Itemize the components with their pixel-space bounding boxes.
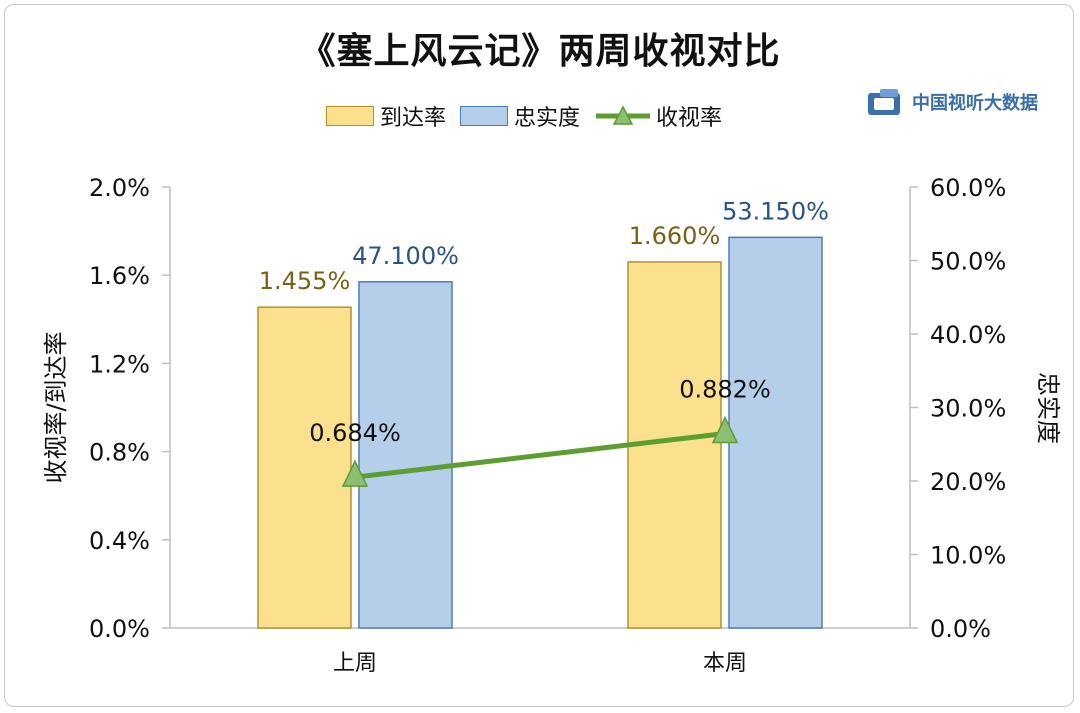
rating-line [354,431,726,480]
category-label: 上周 [333,651,377,676]
bar-loyalty [358,281,453,629]
chart-title: 《塞上风云记》两周收视对比 [299,31,781,72]
left-tick-label: 0.0% [89,615,150,643]
data-label-rating: 0.684% [309,419,401,447]
rating-point [341,459,369,487]
right-tick-label: 40.0% [930,321,1006,349]
data-label-reach: 1.455% [259,267,351,295]
left-tick-label: 1.2% [89,350,150,378]
legend-label-rating: 收视率 [656,106,723,131]
right-tick-label: 30.0% [930,395,1006,423]
right-tick-label: 10.0% [930,542,1006,570]
left-tick-label: 0.4% [89,527,150,555]
right-tick-label: 50.0% [930,248,1006,276]
category-label: 本周 [703,651,747,676]
right-tick-label: 60.0% [930,174,1006,202]
rating-point [711,415,739,444]
data-label-reach: 1.660% [629,222,721,250]
right-tick-label: 0.0% [930,615,991,643]
data-label-rating: 0.882% [679,376,771,404]
chart-legend: 到达率 忠实度 收视率 [326,100,736,132]
legend-label-loyalty: 忠实度 [514,106,581,131]
left-tick-label: 1.6% [89,262,150,290]
left-tick-label: 2.0% [89,174,150,202]
chart-frame [4,4,1074,707]
legend-line-marker-icon [596,105,651,125]
left-axis-title: 收视率/到达率 [42,331,70,483]
right-axis-title: 忠实度 [1034,372,1062,444]
legend-item-reach: 到达率 [326,100,446,132]
legend-item-loyalty: 忠实度 [460,100,580,132]
tv-logo-icon [868,89,900,115]
data-label-loyalty: 47.100% [352,242,459,270]
legend-item-rating: 收视率 [594,100,722,132]
source-logo: 中国视听大数据 [866,86,1038,118]
left-tick-label: 0.8% [89,439,150,467]
legend-swatch-reach [326,106,374,126]
bar-reach [257,306,352,629]
legend-label-reach: 到达率 [380,106,447,131]
right-tick-label: 20.0% [930,468,1006,496]
bar-loyalty [728,236,823,629]
source-logo-text: 中国视听大数据 [912,93,1038,114]
legend-swatch-loyalty [460,106,509,126]
data-label-loyalty: 53.150% [722,197,829,225]
